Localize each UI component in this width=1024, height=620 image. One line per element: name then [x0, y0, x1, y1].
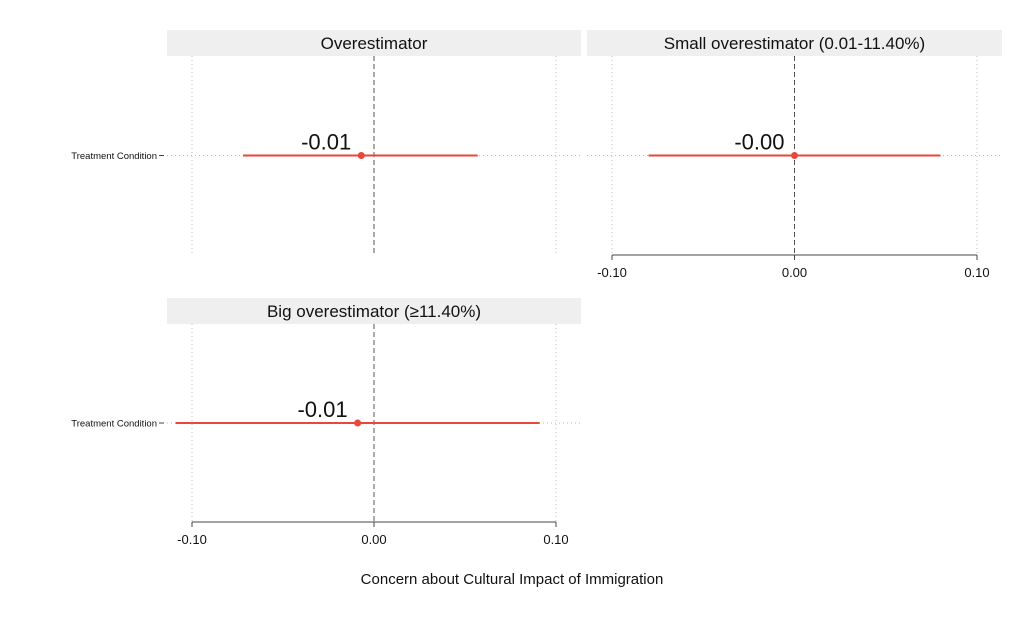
estimate-label: -0.00 [734, 130, 784, 155]
row-label: Treatment Condition [71, 151, 157, 162]
estimate-label: -0.01 [297, 397, 347, 422]
row-label: Treatment Condition [71, 419, 157, 430]
facet-title: Overestimator [321, 34, 428, 53]
x-tick-label: 0.00 [361, 532, 386, 547]
x-tick-label: -0.10 [597, 265, 627, 280]
x-tick-label: -0.10 [177, 532, 207, 547]
facet-strip [167, 30, 581, 56]
facet-panel-3: Big overestimator (≥11.40%) Treatment Con… [71, 298, 581, 547]
x-tick-label: 0.10 [543, 532, 568, 547]
facet-strip [587, 30, 1002, 56]
point-estimate [791, 152, 798, 159]
x-axis-title: Concern about Cultural Impact of Immigra… [361, 571, 664, 588]
x-tick-label: 0.00 [782, 265, 807, 280]
panels-layer: Overestimator Treatment Condition -0.01 Sma… [71, 30, 1002, 547]
facet-panel-1: Overestimator Treatment Condition -0.01 [71, 30, 581, 255]
estimate-label: -0.01 [301, 130, 351, 155]
point-estimate [354, 419, 362, 427]
facet-title: Big overestimator (≥11.40%) [267, 302, 481, 321]
x-tick-label: 0.10 [964, 265, 989, 280]
facet-panel-2: Small overestimator (0.01-11.40%) -0.00 -0… [587, 30, 1002, 280]
facet-title: Small overestimator (0.01-11.40%) [664, 34, 925, 53]
point-estimate [357, 152, 365, 159]
facet-strip [167, 298, 581, 324]
